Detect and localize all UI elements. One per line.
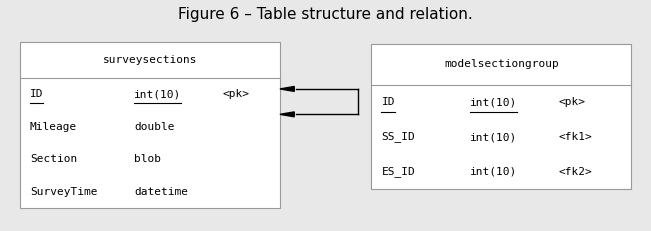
Text: <pk>: <pk> bbox=[559, 97, 585, 107]
Bar bbox=[20, 42, 280, 208]
Text: ID: ID bbox=[30, 89, 44, 99]
Polygon shape bbox=[280, 112, 294, 117]
Text: Mileage: Mileage bbox=[30, 122, 77, 132]
Text: Figure 6 – Table structure and relation.: Figure 6 – Table structure and relation. bbox=[178, 7, 473, 22]
Text: SurveyTime: SurveyTime bbox=[30, 187, 98, 197]
Text: <pk>: <pk> bbox=[223, 89, 249, 99]
Text: surveysections: surveysections bbox=[102, 55, 197, 65]
Text: <fk1>: <fk1> bbox=[559, 132, 592, 142]
Text: SS_ID: SS_ID bbox=[381, 132, 415, 143]
Text: blob: blob bbox=[134, 154, 161, 164]
Text: int(10): int(10) bbox=[470, 97, 518, 107]
Polygon shape bbox=[280, 86, 294, 91]
Text: datetime: datetime bbox=[134, 187, 188, 197]
Text: ES_ID: ES_ID bbox=[381, 167, 415, 177]
Bar bbox=[371, 44, 631, 189]
Text: <fk2>: <fk2> bbox=[559, 167, 592, 177]
Text: double: double bbox=[134, 122, 174, 132]
Text: Section: Section bbox=[30, 154, 77, 164]
Text: modelsectiongroup: modelsectiongroup bbox=[444, 59, 559, 69]
Text: int(10): int(10) bbox=[470, 167, 518, 177]
Text: ID: ID bbox=[381, 97, 395, 107]
Text: int(10): int(10) bbox=[134, 89, 182, 99]
Text: int(10): int(10) bbox=[470, 132, 518, 142]
